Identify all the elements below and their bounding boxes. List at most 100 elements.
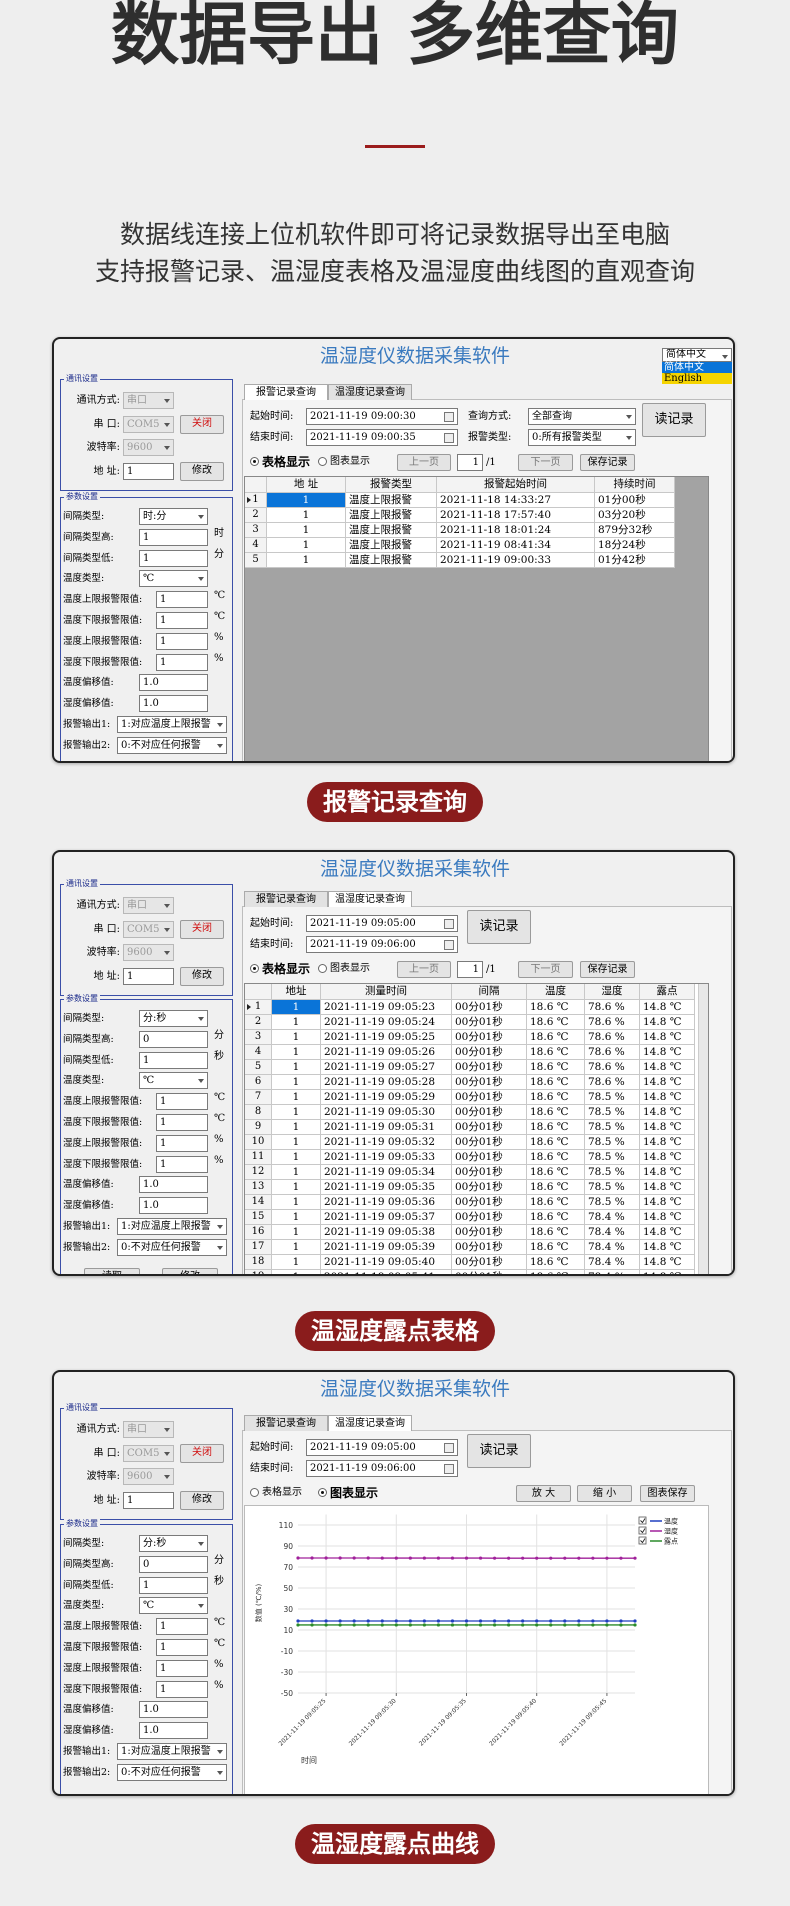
- table-cell[interactable]: 2021-11-19 09:05:23: [321, 1000, 452, 1015]
- table-cell[interactable]: 14.8 ℃: [640, 1090, 695, 1105]
- table-cell[interactable]: 2021-11-19 09:05:26: [321, 1045, 452, 1060]
- table-cell[interactable]: 2021-11-19 09:05:31: [321, 1120, 452, 1135]
- table-cell[interactable]: 00分01秒: [452, 1120, 527, 1135]
- chart-button[interactable]: 缩 小: [577, 1485, 632, 1502]
- setting-input[interactable]: 分:秒: [139, 1010, 208, 1027]
- page-input[interactable]: 1: [457, 454, 483, 471]
- tab[interactable]: 报警记录查询: [244, 1415, 328, 1431]
- table-cell[interactable]: 2021-11-19 09:05:39: [321, 1240, 452, 1255]
- table-cell[interactable]: 14.8 ℃: [640, 1270, 695, 1274]
- date-input[interactable]: 2021-11-19 09:00:30: [306, 408, 458, 425]
- table-cell[interactable]: 78.5 %: [585, 1120, 640, 1135]
- setting-input[interactable]: 1: [156, 632, 208, 650]
- table-cell[interactable]: 879分32秒: [595, 523, 675, 538]
- table-cell[interactable]: 2021-11-19 09:05:33: [321, 1150, 452, 1165]
- setting-input[interactable]: 1: [156, 1093, 208, 1111]
- row-header[interactable]: 19: [245, 1270, 272, 1274]
- setting-button[interactable]: 关闭: [180, 414, 224, 434]
- table-cell[interactable]: 1: [272, 1195, 321, 1210]
- table-cell[interactable]: 78.6 %: [585, 1015, 640, 1030]
- page-input[interactable]: 1: [457, 961, 483, 978]
- read-button[interactable]: 读记录: [467, 910, 531, 944]
- table-cell[interactable]: 1: [272, 1225, 321, 1240]
- table-cell[interactable]: 2021-11-19 09:05:29: [321, 1090, 452, 1105]
- next-button[interactable]: 下一页: [518, 454, 573, 471]
- row-header[interactable]: 15: [245, 1210, 272, 1225]
- language-option[interactable]: English: [662, 373, 732, 384]
- prev-button[interactable]: 上一页: [397, 961, 451, 978]
- table-cell[interactable]: 00分01秒: [452, 1090, 527, 1105]
- table-cell[interactable]: 1: [272, 1135, 321, 1150]
- table-cell[interactable]: 78.5 %: [585, 1135, 640, 1150]
- table-cell[interactable]: 1: [267, 493, 346, 508]
- table-cell[interactable]: 18.6 ℃: [527, 1090, 585, 1105]
- table-cell[interactable]: 00分01秒: [452, 1015, 527, 1030]
- setting-input[interactable]: 1: [139, 528, 208, 546]
- setting-input[interactable]: 1.0: [139, 1722, 208, 1740]
- row-header[interactable]: 6: [245, 1075, 272, 1090]
- table-cell[interactable]: 1: [272, 1060, 321, 1075]
- table-cell[interactable]: 78.4 %: [585, 1210, 640, 1225]
- select-input[interactable]: 0:所有报警类型: [528, 429, 636, 446]
- row-header[interactable]: 5: [245, 553, 267, 568]
- setting-input[interactable]: 0:不对应任何报警: [117, 1238, 227, 1256]
- table-cell[interactable]: 1: [267, 538, 346, 553]
- table-cell[interactable]: 78.4 %: [585, 1255, 640, 1270]
- setting-input[interactable]: 1.0: [139, 674, 208, 692]
- table-cell[interactable]: 1: [272, 1120, 321, 1135]
- table-cell[interactable]: 00分01秒: [452, 1225, 527, 1240]
- radio[interactable]: [318, 457, 327, 466]
- table-cell[interactable]: 1: [272, 1255, 321, 1270]
- table-cell[interactable]: 78.6 %: [585, 1030, 640, 1045]
- radio-label[interactable]: 图表显示: [330, 1486, 379, 1500]
- row-header[interactable]: 2: [245, 508, 267, 523]
- setting-input[interactable]: 1:对应温度上限报警: [117, 716, 227, 733]
- setting-input[interactable]: 9600: [123, 944, 174, 961]
- row-header[interactable]: 2: [245, 1015, 272, 1030]
- table-cell[interactable]: 14.8 ℃: [640, 1195, 695, 1210]
- sidebar-button[interactable]: 读取: [84, 1268, 140, 1274]
- radio[interactable]: [318, 964, 327, 973]
- next-button[interactable]: 下一页: [518, 961, 573, 978]
- prev-button[interactable]: 上一页: [397, 454, 451, 471]
- setting-input[interactable]: 时:分: [139, 508, 208, 525]
- setting-input[interactable]: 1: [156, 1639, 208, 1656]
- chart-button[interactable]: 放 大: [516, 1485, 571, 1502]
- table-cell[interactable]: 00分01秒: [452, 1240, 527, 1255]
- row-header[interactable]: 7: [245, 1090, 272, 1105]
- table-cell[interactable]: 温度上限报警: [346, 538, 437, 553]
- table-cell[interactable]: 14.8 ℃: [640, 1015, 695, 1030]
- row-header[interactable]: 3: [245, 1030, 272, 1045]
- tab[interactable]: 温湿度记录查询: [328, 384, 412, 400]
- table-cell[interactable]: 1: [272, 1030, 321, 1045]
- setting-input[interactable]: 1: [139, 1576, 208, 1594]
- tab[interactable]: 温湿度记录查询: [328, 1415, 412, 1431]
- table-cell[interactable]: 18.6 ℃: [527, 1060, 585, 1075]
- table-cell[interactable]: 01分00秒: [595, 493, 675, 508]
- language-option[interactable]: 简体中文: [662, 362, 732, 373]
- setting-input[interactable]: 1: [156, 1155, 208, 1173]
- setting-input[interactable]: 1: [123, 967, 174, 985]
- radio-label[interactable]: 图表显示: [330, 963, 370, 974]
- table-cell[interactable]: 00分01秒: [452, 1270, 527, 1274]
- setting-input[interactable]: 0:不对应任何报警: [117, 1763, 227, 1781]
- table-cell[interactable]: 78.6 %: [585, 1045, 640, 1060]
- row-header[interactable]: 9: [245, 1120, 272, 1135]
- table-cell[interactable]: 78.4 %: [585, 1225, 640, 1240]
- table-cell[interactable]: 2021-11-18 14:33:27: [437, 493, 595, 508]
- table-cell[interactable]: 1: [267, 553, 346, 568]
- table-cell[interactable]: 78.4 %: [585, 1270, 640, 1274]
- select-input[interactable]: 全部查询: [528, 408, 636, 425]
- setting-input[interactable]: 1: [156, 1680, 208, 1698]
- row-header[interactable]: 17: [245, 1240, 272, 1255]
- table-cell[interactable]: 2021-11-19 08:41:34: [437, 538, 595, 553]
- table-cell[interactable]: 14.8 ℃: [640, 1105, 695, 1120]
- table-cell[interactable]: 78.4 %: [585, 1240, 640, 1255]
- setting-input[interactable]: 1: [156, 1618, 208, 1636]
- date-input[interactable]: 2021-11-19 09:06:00: [306, 1460, 458, 1477]
- setting-input[interactable]: 1: [139, 1051, 208, 1069]
- save-button[interactable]: 保存记录: [580, 961, 635, 978]
- table-cell[interactable]: 2021-11-19 09:05:30: [321, 1105, 452, 1120]
- table-cell[interactable]: 14.8 ℃: [640, 1135, 695, 1150]
- table-cell[interactable]: 1: [272, 1105, 321, 1120]
